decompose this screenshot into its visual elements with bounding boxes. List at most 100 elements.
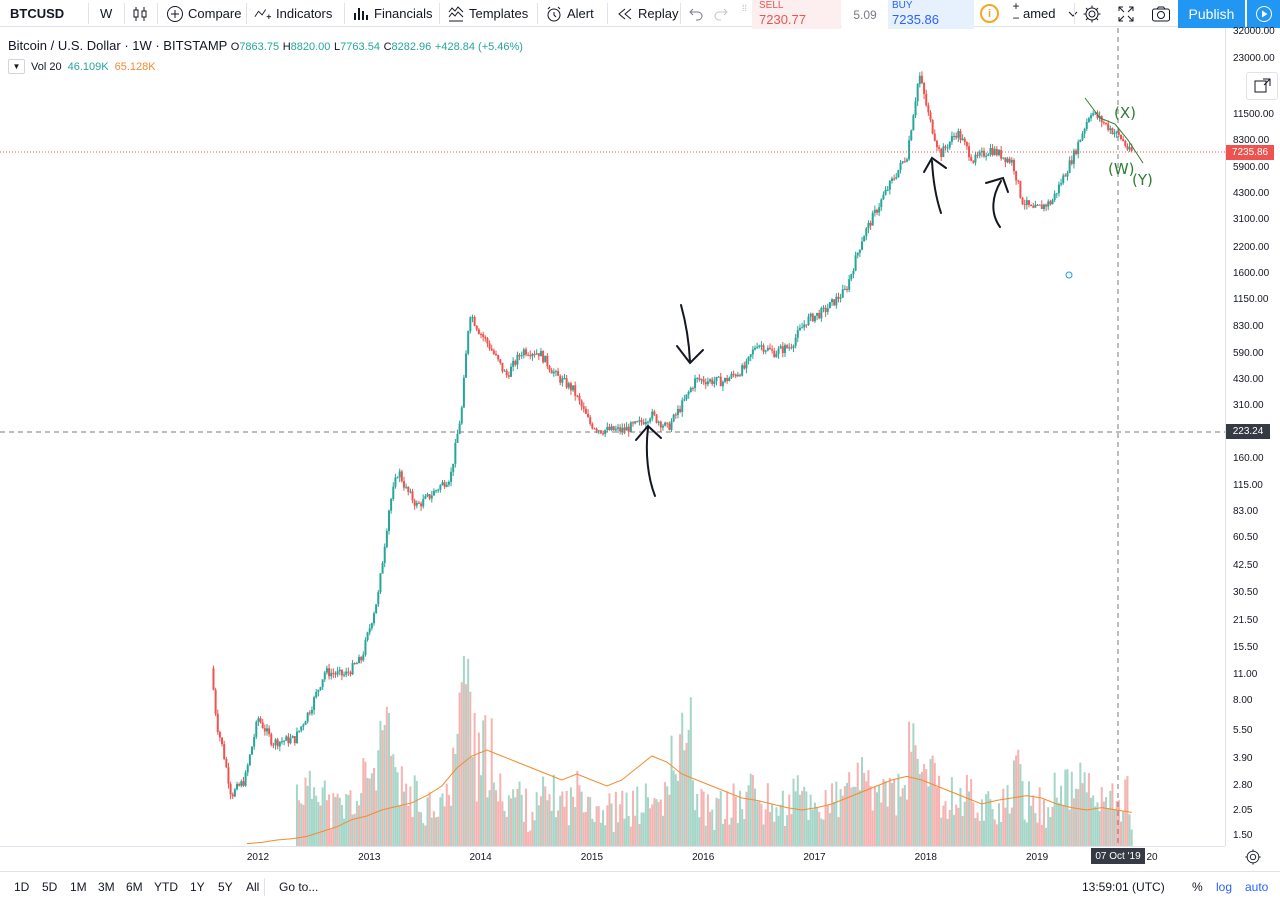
time-tick-label: 2019	[1025, 852, 1049, 863]
candle-body	[1025, 200, 1028, 205]
range-button-1m[interactable]: 1M	[70, 880, 87, 894]
volume-bar	[813, 802, 816, 846]
financials-button[interactable]: Financials	[352, 0, 433, 27]
camera-icon[interactable]	[1151, 0, 1171, 27]
candle-body	[835, 296, 838, 306]
candle-body	[694, 378, 697, 389]
play-circle-icon[interactable]	[1247, 0, 1280, 28]
range-button-1d[interactable]: 1D	[14, 880, 30, 894]
range-button-3m[interactable]: 3M	[98, 880, 115, 894]
drawing-anchor-point[interactable]	[1065, 271, 1073, 279]
percent-scale-toggle[interactable]: %	[1192, 880, 1203, 894]
volume-bar	[619, 804, 622, 846]
chart-style-candles-icon[interactable]	[131, 0, 149, 27]
indicators-button[interactable]: Indicators	[254, 0, 332, 27]
layout-name-button[interactable]: amed	[1023, 0, 1086, 27]
range-button-1y[interactable]: 1Y	[190, 880, 205, 894]
candle-body	[454, 442, 457, 464]
candle-body	[717, 376, 720, 378]
volume-bar	[1115, 800, 1118, 846]
candle-body	[353, 663, 356, 665]
chevron-down-icon[interactable]: ▼	[8, 59, 25, 74]
drag-handle-icon[interactable]: ⁞⁞	[742, 3, 748, 13]
volume-bar	[495, 790, 498, 846]
candle-body	[229, 783, 232, 795]
candle-body	[328, 668, 331, 677]
undo-icon[interactable]	[688, 0, 704, 27]
candle-body	[447, 481, 450, 485]
volume-bar	[627, 815, 630, 846]
fullscreen-icon[interactable]	[1117, 0, 1135, 27]
range-button-all[interactable]: All	[246, 880, 260, 894]
volume-bar	[970, 779, 973, 846]
range-button-ytd[interactable]: YTD	[154, 880, 178, 894]
candle-body	[402, 481, 405, 488]
volume-bar	[593, 821, 596, 846]
candle-body	[1092, 113, 1095, 116]
wave-label-y[interactable]: (Y)	[1132, 171, 1153, 189]
gear-icon[interactable]	[1082, 0, 1102, 27]
candle-body	[1083, 128, 1086, 134]
publish-button[interactable]: Publish	[1178, 0, 1245, 28]
price-tick-label: 115.00	[1233, 479, 1263, 491]
volume-bar	[687, 729, 690, 846]
low-value: 7763.54	[340, 41, 380, 53]
volume-bar	[779, 804, 782, 846]
candle-body	[634, 421, 637, 424]
auto-scale-toggle[interactable]: auto	[1245, 880, 1269, 894]
volume-bar	[794, 791, 797, 846]
volume-bar	[796, 775, 799, 846]
wave-label-x[interactable]: (X)	[1114, 104, 1136, 122]
candle-body	[364, 640, 367, 655]
time-axis[interactable]: 2012 2013 2014 2015 2016 2017 2018 2019 20	[0, 846, 1225, 870]
range-button-5d[interactable]: 5D	[42, 880, 58, 894]
go-to-date-button[interactable]: Go to...	[279, 880, 319, 894]
info-icon[interactable]: i	[980, 4, 999, 23]
interval-button[interactable]: W	[100, 6, 113, 21]
sell-button[interactable]: SELL 7230.77	[752, 0, 841, 29]
volume-bar	[946, 818, 949, 846]
redo-icon[interactable]	[713, 0, 729, 27]
range-button-6m[interactable]: 6M	[126, 880, 143, 894]
volume-bar	[578, 785, 581, 846]
volume-bar	[317, 801, 320, 846]
price-chart[interactable]: (X) (W) (Y)	[0, 28, 1225, 846]
utc-clock[interactable]: 13:59:01 (UTC)	[1082, 880, 1165, 894]
log-scale-toggle[interactable]: log	[1216, 880, 1233, 894]
gear-icon[interactable]	[1244, 848, 1262, 866]
wave-label-w[interactable]: (W)	[1108, 160, 1135, 178]
volume-bar	[1008, 813, 1011, 846]
arrow-annotation-down[interactable]	[676, 304, 704, 365]
volume-bar	[940, 817, 943, 846]
templates-button[interactable]: Templates	[447, 0, 528, 27]
candle-body	[773, 350, 776, 358]
volume-bar	[458, 692, 461, 846]
high-value: 8820.00	[290, 41, 331, 53]
volume-bar	[375, 790, 378, 846]
candle-body	[1034, 204, 1037, 208]
volume-bar	[1036, 822, 1039, 846]
volume-bar	[719, 791, 722, 846]
scale-settings-icon[interactable]	[1246, 72, 1278, 100]
wave-trendline[interactable]	[1084, 97, 1144, 164]
candle-body	[557, 371, 560, 376]
candle-body	[405, 486, 408, 488]
zoom-plus-minus-icon[interactable]: + −	[1012, 0, 1020, 25]
volume-bar	[811, 809, 814, 846]
arrow-annotation-curved[interactable]	[985, 176, 1009, 228]
symbol-search-button[interactable]: BTCUSD	[10, 6, 65, 21]
compare-button[interactable]: Compare	[166, 0, 241, 27]
range-button-5y[interactable]: 5Y	[218, 880, 233, 894]
arrow-annotation-up[interactable]	[635, 424, 662, 497]
arrow-annotation-up-2018[interactable]	[923, 156, 947, 214]
volume-bar	[306, 785, 309, 846]
candle-body	[629, 422, 632, 432]
candle-body	[567, 383, 570, 388]
replay-button[interactable]: Replay	[616, 0, 678, 27]
volume-bar	[1021, 781, 1024, 846]
candle-body	[861, 241, 864, 250]
volume-bar	[918, 774, 921, 846]
volume-bar	[674, 774, 677, 846]
buy-button[interactable]: BUY 7235.86	[888, 0, 974, 29]
alert-button[interactable]: Alert	[545, 0, 594, 27]
